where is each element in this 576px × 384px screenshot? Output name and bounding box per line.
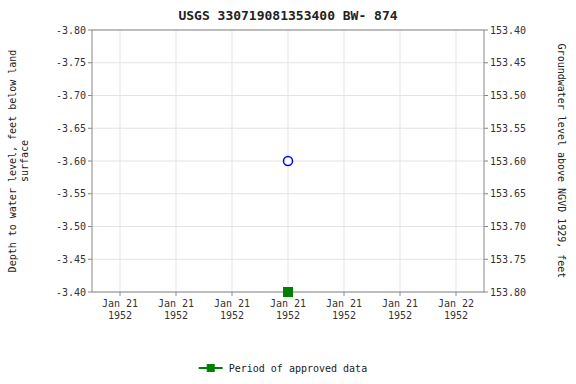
x-tick	[120, 292, 121, 296]
grid-line	[120, 30, 121, 292]
y2-tick-label: 153.45	[490, 57, 526, 68]
legend-item: Period of approved data	[199, 363, 367, 374]
x-tick-label: Jan 211952	[158, 298, 194, 321]
background	[0, 0, 576, 384]
y2-tick	[484, 226, 488, 227]
y2-tick	[484, 95, 488, 96]
y-tick-label: -3.80	[56, 25, 86, 36]
y-tick	[88, 30, 92, 31]
title: USGS 330719081353400 BW- 874	[178, 8, 397, 23]
plot-frame	[92, 30, 484, 292]
y-tick	[88, 62, 92, 63]
y2-tick-label: 153.80	[490, 287, 526, 298]
y2-tick-label: 153.40	[490, 25, 526, 36]
x-tick-label: Jan 211952	[326, 298, 362, 321]
grid-line	[232, 30, 233, 292]
marks	[284, 157, 293, 297]
y2-tick-label: 153.50	[490, 90, 526, 101]
y-tick-label: -3.70	[56, 90, 86, 101]
y-tick-label: -3.65	[56, 123, 86, 134]
y-tick-label: -3.40	[56, 287, 86, 298]
x-tick	[456, 292, 457, 296]
y2-tick-label: 153.75	[490, 254, 526, 265]
y2-tick-label: 153.70	[490, 221, 526, 232]
y-tick	[88, 161, 92, 162]
legend-label: Period of approved data	[229, 363, 367, 374]
x-tick	[176, 292, 177, 296]
chart: -3.80 -3.75 -3.70 -3.65 -3.60 -3.55 -3.50 -3.45…	[0, 0, 576, 384]
legend-swatch-marker	[207, 365, 214, 372]
grid-line	[456, 30, 457, 292]
y-axis-label: Depth to water level, feet below landsur…	[7, 50, 30, 273]
y-tick-label: -3.60	[56, 156, 86, 167]
y2-tick	[484, 161, 488, 162]
x-tick-label: Jan 211952	[102, 298, 138, 321]
y-tick	[88, 259, 92, 260]
y2-tick	[484, 62, 488, 63]
y-tick	[88, 128, 92, 129]
y2-axis-label: Groundwater level above NGVD 1929, feet	[556, 44, 567, 279]
y-tick-label: -3.50	[56, 221, 86, 232]
grid-line	[176, 30, 177, 292]
y-tick-label: -3.45	[56, 254, 86, 265]
y2-tick	[484, 292, 488, 293]
x-tick-label: Jan 211952	[382, 298, 418, 321]
data-point	[284, 288, 293, 297]
data-point	[284, 157, 293, 166]
y-tick	[88, 226, 92, 227]
x-tick	[232, 292, 233, 296]
grid-line	[400, 30, 401, 292]
y2-tick	[484, 30, 488, 31]
x-tick-label: Jan 211952	[214, 298, 250, 321]
y-tick	[88, 95, 92, 96]
grid-line	[344, 30, 345, 292]
y-tick-label: -3.75	[56, 57, 86, 68]
y-tick-label: -3.55	[56, 188, 86, 199]
y-tick	[88, 292, 92, 293]
x-tick-label: Jan 211952	[270, 298, 306, 321]
y2-tick-label: 153.55	[490, 123, 526, 134]
y2-tick-label: 153.65	[490, 188, 526, 199]
y2-tick	[484, 259, 488, 260]
y2-tick-label: 153.60	[490, 156, 526, 167]
y2-tick	[484, 128, 488, 129]
y2-tick	[484, 193, 488, 194]
y-tick	[88, 193, 92, 194]
x-tick-label: Jan 221952	[438, 298, 474, 321]
x-tick	[344, 292, 345, 296]
x-tick	[400, 292, 401, 296]
